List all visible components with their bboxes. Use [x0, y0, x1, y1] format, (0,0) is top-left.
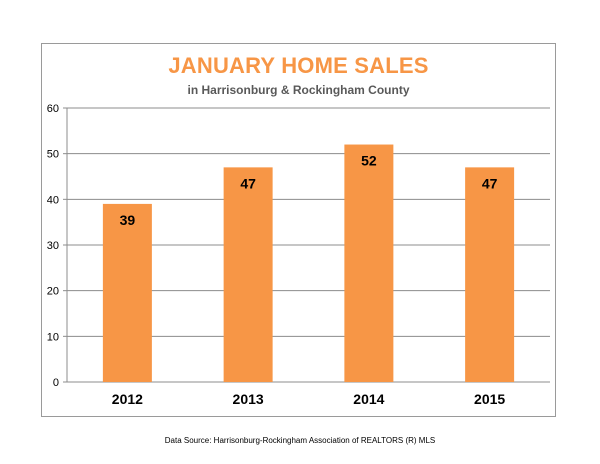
y-tick-label: 50 — [47, 149, 59, 161]
data-label-2014: 52 — [361, 153, 377, 169]
data-source-note: Data Source: Harrisonburg-Rockingham Ass… — [164, 436, 436, 445]
chart-subtitle: in Harrisonburg & Rockingham County — [187, 83, 410, 97]
bar-2013 — [223, 167, 273, 382]
bar-2014 — [344, 144, 394, 382]
x-category-label-2014: 2014 — [353, 391, 384, 407]
data-label-2013: 47 — [240, 175, 256, 191]
x-category-label-2015: 2015 — [474, 391, 505, 407]
chart-title: JANUARY HOME SALES — [168, 53, 429, 78]
y-tick-label: 30 — [47, 240, 59, 252]
x-category-label-2012: 2012 — [112, 391, 143, 407]
bar-2015 — [465, 167, 515, 382]
y-tick-label: 20 — [47, 286, 59, 298]
data-label-2015: 47 — [482, 175, 498, 191]
bar-2012 — [102, 203, 152, 382]
y-tick-label: 10 — [47, 331, 59, 343]
y-tick-label: 40 — [47, 194, 59, 206]
data-label-2012: 39 — [120, 212, 136, 228]
x-category-label-2013: 2013 — [233, 391, 264, 407]
y-tick-label: 0 — [53, 377, 59, 389]
y-tick-label: 60 — [47, 103, 59, 115]
